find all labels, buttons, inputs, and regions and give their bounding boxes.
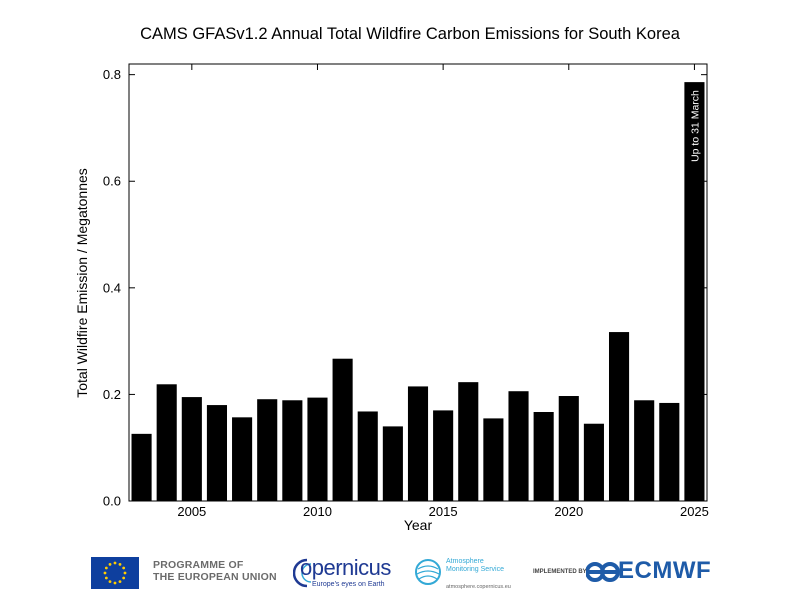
y-tick-label: 0.8 xyxy=(103,67,121,82)
eu-star-icon xyxy=(103,571,107,575)
eu-line-2: THE EUROPEAN UNION xyxy=(153,571,277,583)
copernicus-tagline: Europe's eyes on Earth xyxy=(312,581,385,588)
bar-2010 xyxy=(307,397,328,501)
footer-logos: PROGRAMME OF THE EUROPEAN UNION opernicu… xyxy=(0,548,800,600)
eu-flag-icon xyxy=(91,557,139,589)
bar-2005 xyxy=(181,397,202,501)
x-tick-label: 2025 xyxy=(680,504,709,519)
atmosphere-service-text: Atmosphere Monitoring Service xyxy=(446,558,504,574)
y-tick-label: 0.4 xyxy=(103,280,121,295)
implemented-by-label: IMPLEMENTED BY xyxy=(533,569,587,575)
atmosphere-service-icon xyxy=(415,559,441,585)
copernicus-wordmark: opernicus xyxy=(300,555,391,580)
bar-2024 xyxy=(659,402,680,501)
x-tick-label: 2010 xyxy=(303,504,332,519)
x-axis-label: Year xyxy=(404,517,433,533)
y-axis-label: Total Wildfire Emission / Megatonnes xyxy=(74,168,90,398)
bar-2011 xyxy=(332,358,353,501)
bar-2013 xyxy=(382,426,403,501)
bar-2009 xyxy=(282,400,303,501)
eu-star-icon xyxy=(118,562,122,566)
wildfire-emission-chart: CAMS GFASv1.2 Annual Total Wildfire Carb… xyxy=(74,25,709,533)
chart-title: CAMS GFASv1.2 Annual Total Wildfire Carb… xyxy=(140,25,681,43)
eu-star-icon xyxy=(122,566,126,570)
bar-2014 xyxy=(407,386,429,501)
eu-star-icon xyxy=(113,561,117,565)
eu-star-icon xyxy=(122,576,126,580)
bar-2018 xyxy=(508,391,529,501)
atmosphere-service-url: atmosphere.copernicus.eu xyxy=(446,584,511,590)
bar-2012 xyxy=(357,411,378,501)
bar-2022 xyxy=(608,332,630,501)
eu-star-icon xyxy=(104,576,108,580)
eu-star-icon xyxy=(104,566,108,570)
eu-star-icon xyxy=(108,580,112,584)
bar-2021 xyxy=(583,423,604,501)
bar-2008 xyxy=(257,399,278,501)
x-tick-label: 2005 xyxy=(177,504,206,519)
x-tick-label: 2015 xyxy=(429,504,458,519)
plot-frame xyxy=(128,63,708,502)
eu-star-icon xyxy=(113,581,117,585)
bar-annotation: Up to 31 March xyxy=(689,90,701,162)
bar-2023 xyxy=(634,400,655,501)
eu-star-icon xyxy=(118,580,122,584)
y-tick-label: 0.0 xyxy=(103,494,121,509)
bar-2007 xyxy=(232,417,253,501)
bar-2025 xyxy=(684,82,705,502)
bar-2015 xyxy=(433,410,454,501)
bar-2016 xyxy=(458,382,479,501)
ams-line-2: Monitoring Service xyxy=(446,566,504,573)
eu-line-1: PROGRAMME OF xyxy=(153,559,244,571)
bar-2004 xyxy=(156,384,177,501)
y-tick-label: 0.2 xyxy=(103,387,121,402)
ecmwf-wordmark: ECMWF xyxy=(618,557,712,584)
eu-star-icon xyxy=(108,562,112,566)
eu-star-icon xyxy=(123,571,127,575)
bar-2017 xyxy=(483,418,504,501)
bar-2020 xyxy=(558,396,579,501)
bar-2019 xyxy=(533,412,554,501)
copernicus-logo-icon xyxy=(293,558,312,588)
y-tick-label: 0.6 xyxy=(103,174,121,189)
x-tick-label: 2020 xyxy=(554,504,583,519)
bar-2006 xyxy=(206,405,228,501)
bar-2003 xyxy=(131,433,152,501)
eu-programme-text: PROGRAMME OF THE EUROPEAN UNION xyxy=(153,559,277,583)
ams-line-1: Atmosphere xyxy=(446,558,484,565)
ecmwf-logo-icon xyxy=(586,562,620,582)
